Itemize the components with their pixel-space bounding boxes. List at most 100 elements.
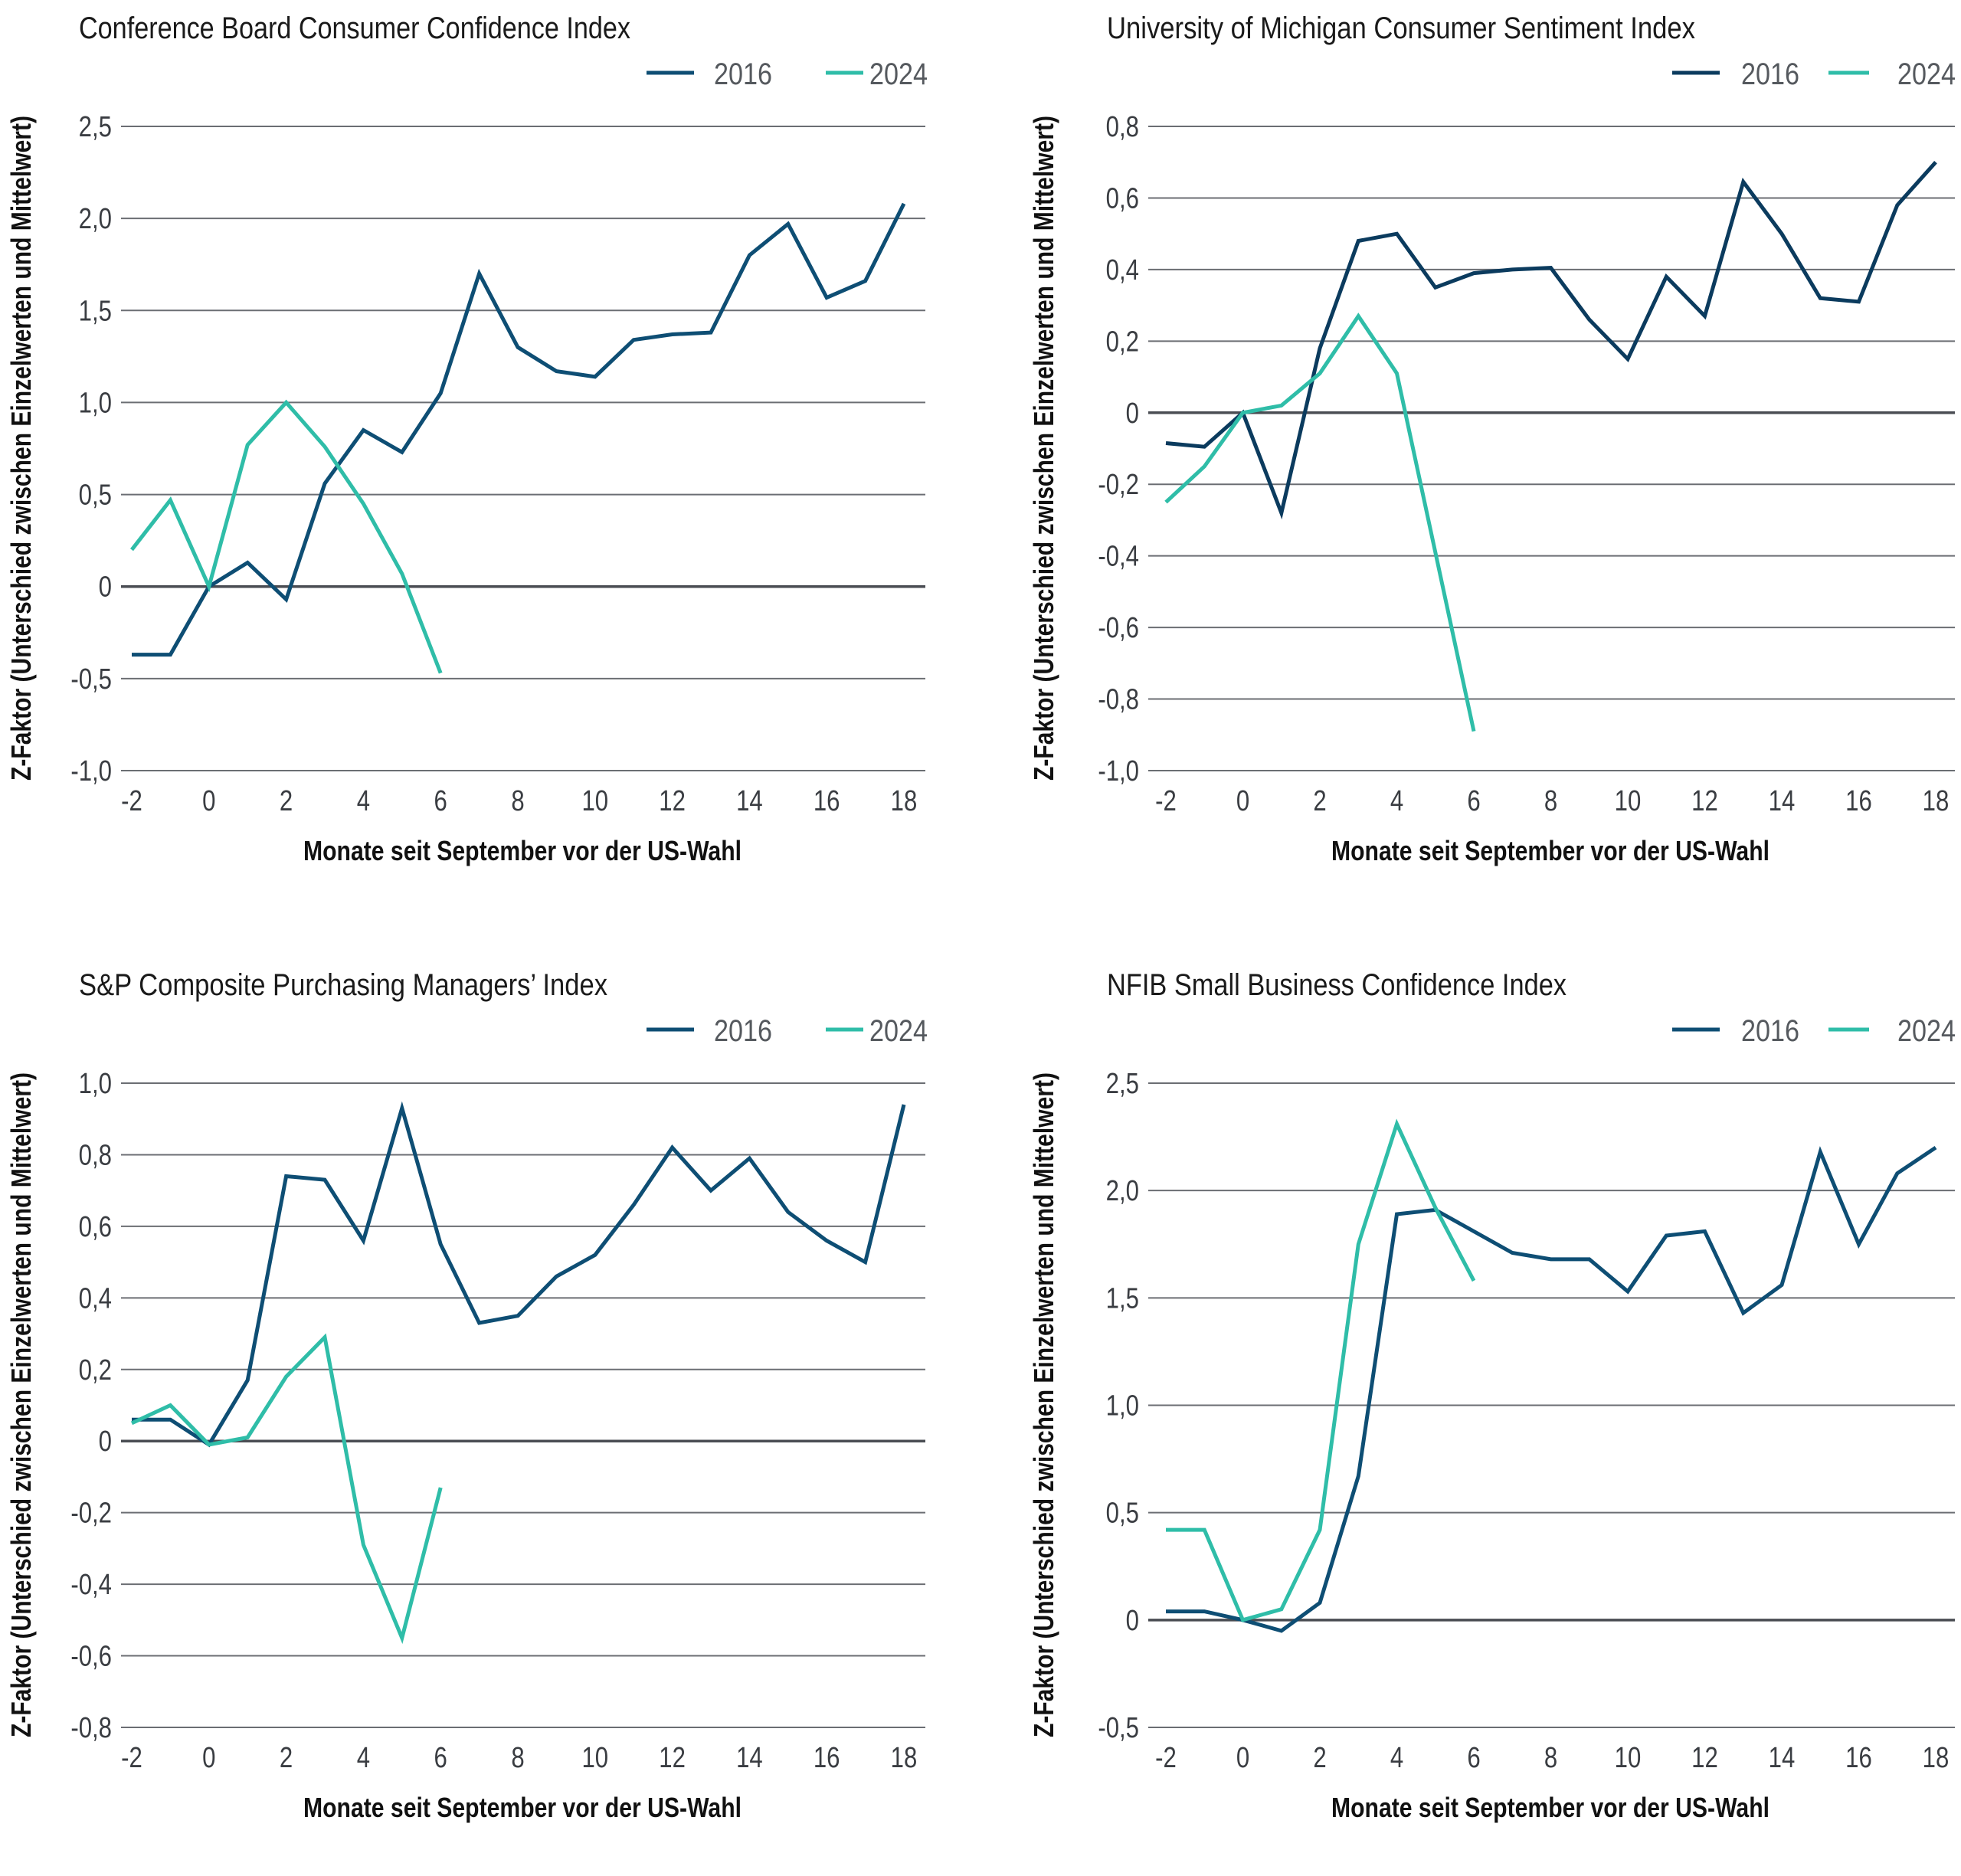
y-tick-label: 0 <box>1126 398 1139 430</box>
x-tick-label: 10 <box>1615 1742 1642 1774</box>
y-tick-label: 1,0 <box>1106 1390 1139 1423</box>
y-tick-label: 2,5 <box>79 111 112 143</box>
chart-svg: University of Michigan Consumer Sentimen… <box>1028 11 1956 866</box>
x-tick-label: 8 <box>511 785 524 817</box>
y-tick-label: 2,0 <box>1106 1175 1139 1207</box>
x-tick-label: 14 <box>736 785 763 817</box>
x-tick-label: -2 <box>1155 1742 1177 1774</box>
y-tick-label: 1,5 <box>1106 1283 1139 1315</box>
series-line-2024 <box>130 1333 443 1645</box>
chart-nfib: NFIB Small Business Confidence Index 2 0 16… <box>980 957 1961 1876</box>
chart-title: NFIB Small Business Confidence Index <box>1107 968 1567 1002</box>
legend-label-2016: 2016 <box>714 57 772 91</box>
x-tick-label: 12 <box>1691 785 1718 817</box>
x-tick-label: 10 <box>581 785 608 817</box>
x-axis-title: Monate seit September vor der US-Wahl <box>1331 1792 1769 1823</box>
x-tick-label: 12 <box>659 785 686 817</box>
series-line-2016 <box>1165 161 1937 520</box>
y-tick-label: 1,0 <box>79 1068 112 1100</box>
y-tick-label: 0,6 <box>79 1211 112 1243</box>
x-tick-label: 6 <box>1467 1742 1480 1774</box>
x-axis-title: Monate seit September vor der US-Wahl <box>303 1792 742 1823</box>
y-tick-label: -0,6 <box>70 1641 112 1673</box>
legend-label-2024: 2024 <box>869 1014 928 1048</box>
y-tick-label: 2,0 <box>79 203 112 235</box>
y-tick-label: 0,5 <box>79 480 112 512</box>
y-tick-label: 1,5 <box>79 295 112 327</box>
x-tick-label: -2 <box>1155 785 1177 817</box>
y-tick-label: -0,2 <box>70 1498 112 1530</box>
y-tick-label: -0,5 <box>1098 1712 1139 1744</box>
series-line-2016 <box>132 202 906 657</box>
x-tick-label: 8 <box>1544 785 1557 817</box>
x-tick-label: 4 <box>1390 785 1403 817</box>
y-tick-label: -0,5 <box>70 663 112 696</box>
y-tick-label: -0,8 <box>70 1712 112 1744</box>
y-tick-label: 0 <box>1126 1605 1139 1637</box>
x-tick-label: 4 <box>1390 1742 1403 1774</box>
x-tick-label: 18 <box>891 785 918 817</box>
x-tick-label: 6 <box>434 785 447 817</box>
y-tick-label: -0,4 <box>1098 541 1139 573</box>
x-tick-label: 8 <box>511 1742 524 1774</box>
chart-title: Conference Board Consumer Confidence Ind… <box>79 11 630 45</box>
x-tick-label: 16 <box>814 785 840 817</box>
y-tick-label: -0,4 <box>70 1569 112 1601</box>
legend-label-2024: 2024 <box>869 57 928 91</box>
x-tick-label: -2 <box>121 785 142 817</box>
legend-label-2016: 2016 <box>714 1014 772 1048</box>
y-axis-title: Z-Faktor (Unterschied zwischen Einzelwer… <box>5 1072 37 1737</box>
x-tick-label: 6 <box>1467 785 1480 817</box>
chart-sp-pmi: S&P Composite Purchasing Managers’ Index… <box>0 957 980 1876</box>
x-axis-title: Monate seit September vor der US-Wahl <box>1331 835 1769 866</box>
y-tick-label: 0,8 <box>79 1140 112 1172</box>
y-tick-label: -0,2 <box>1098 469 1139 501</box>
x-tick-label: 10 <box>1615 785 1642 817</box>
y-tick-label: 0,2 <box>79 1354 112 1387</box>
y-axis-title: Z-Faktor (Unterschied zwischen Einzelwer… <box>5 116 37 781</box>
x-tick-label: 18 <box>1923 785 1950 817</box>
y-tick-label: 1,0 <box>79 388 112 420</box>
y-tick-label: 0,5 <box>1106 1498 1139 1530</box>
x-tick-label: 18 <box>1923 1742 1950 1774</box>
y-tick-label: 0,4 <box>79 1283 112 1315</box>
x-tick-label: 12 <box>1691 1742 1718 1774</box>
x-tick-label: 2 <box>280 1742 293 1774</box>
x-tick-label: 4 <box>357 1742 370 1774</box>
x-tick-label: 10 <box>581 1742 608 1774</box>
y-tick-label: 2,5 <box>1106 1068 1139 1100</box>
chart-michigan-sentiment: University of Michigan Consumer Sentimen… <box>980 0 1961 919</box>
y-tick-label: 0,2 <box>1106 326 1139 359</box>
y-tick-label: 0,4 <box>1106 254 1139 286</box>
x-tick-label: 2 <box>1313 785 1326 817</box>
x-tick-label: 14 <box>1769 1742 1796 1774</box>
x-tick-label: 8 <box>1544 1742 1557 1774</box>
x-tick-label: 0 <box>202 785 215 817</box>
chart-svg: Conference Board Consumer Confidence Ind… <box>5 11 928 866</box>
x-tick-label: 16 <box>1845 785 1872 817</box>
legend-label-2016: 2016 <box>1741 57 1799 91</box>
series-line-2016 <box>1166 1146 1937 1633</box>
chart-svg: NFIB Small Business Confidence Index 2 0 16… <box>1028 968 1956 1823</box>
series-line-2024 <box>130 399 443 674</box>
x-tick-label: -2 <box>121 1742 142 1774</box>
chart-conference-board: Conference Board Consumer Confidence Ind… <box>0 0 980 919</box>
y-tick-label: -0,8 <box>1098 684 1139 716</box>
x-tick-label: 6 <box>434 1742 447 1774</box>
y-tick-label: 0,8 <box>1106 111 1139 143</box>
series-line-2024 <box>1164 313 1476 732</box>
y-axis-title: Z-Faktor (Unterschied zwischen Einzelwer… <box>1028 116 1059 781</box>
x-tick-label: 0 <box>1236 785 1249 817</box>
x-tick-label: 0 <box>202 1742 215 1774</box>
y-tick-label: -1,0 <box>1098 755 1139 787</box>
chart-title: S&P Composite Purchasing Managers’ Index <box>79 968 607 1002</box>
x-axis-title: Monate seit September vor der US-Wahl <box>303 835 742 866</box>
x-tick-label: 0 <box>1236 1742 1249 1774</box>
x-tick-label: 16 <box>1845 1742 1872 1774</box>
x-tick-label: 2 <box>1313 1742 1326 1774</box>
y-tick-label: 0,6 <box>1106 183 1139 215</box>
legend-label-2024: 2024 <box>1897 1014 1956 1048</box>
y-tick-label: -0,6 <box>1098 612 1139 644</box>
x-tick-label: 2 <box>280 785 293 817</box>
chart-title: University of Michigan Consumer Sentimen… <box>1107 11 1695 45</box>
